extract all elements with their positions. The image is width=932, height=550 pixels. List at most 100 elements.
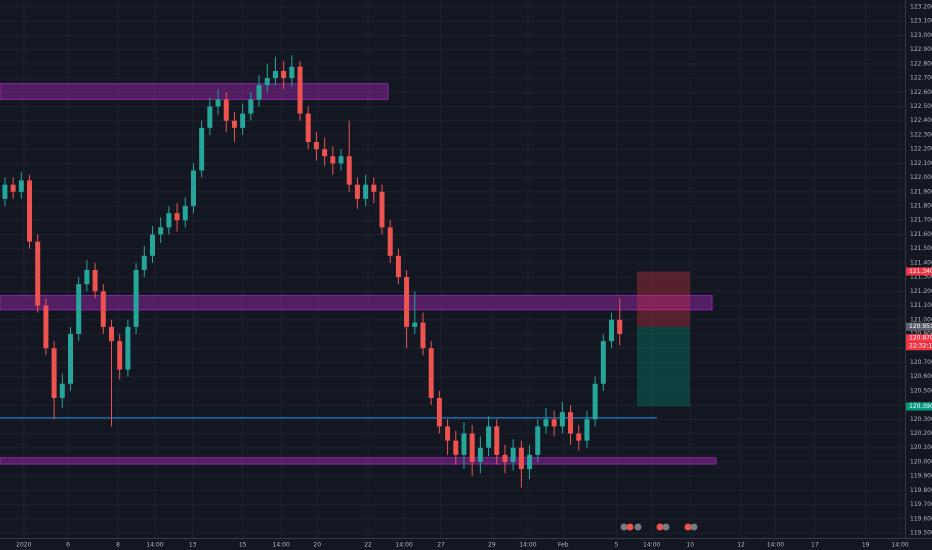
- y-tick-label: 121.200: [910, 288, 932, 295]
- candle-body: [535, 426, 541, 455]
- y-tick-label: 120.500: [910, 387, 932, 394]
- y-tick-label: 123.100: [910, 18, 932, 25]
- candle-body: [117, 341, 123, 370]
- price-label-box: [906, 334, 932, 343]
- y-tick-label: 122.500: [910, 103, 932, 110]
- y-tick-label: 122.900: [910, 46, 932, 53]
- candle-body: [346, 156, 352, 185]
- candle-body: [223, 99, 229, 121]
- candle-body: [272, 70, 278, 79]
- price-label-box: [906, 322, 932, 331]
- event-icon[interactable]: [620, 523, 628, 531]
- candle-body: [510, 447, 516, 462]
- candle-body: [453, 440, 459, 455]
- candle-body: [559, 412, 565, 427]
- x-tick-label: 2020: [16, 542, 31, 549]
- x-tick-label: 29: [488, 542, 496, 549]
- countdown: 22:32:14: [909, 343, 932, 350]
- overlays: [0, 83, 717, 465]
- candle-body: [67, 333, 73, 384]
- y-tick-label: 121.000: [910, 316, 932, 323]
- candle-body: [27, 180, 33, 242]
- candle-body: [2, 184, 8, 199]
- event-icon[interactable]: [634, 523, 642, 531]
- y-tick-label: 119.900: [910, 473, 932, 480]
- y-tick-label: 123.200: [910, 3, 932, 10]
- x-tick-label: 27: [437, 542, 445, 549]
- x-tick-label: 5: [615, 542, 619, 549]
- candle-body: [313, 142, 319, 150]
- y-tick-label: 119.600: [910, 515, 932, 522]
- x-tick-label: 20: [313, 542, 321, 549]
- candle-body: [568, 412, 574, 434]
- candle-body: [43, 305, 49, 349]
- candle-body: [420, 322, 426, 349]
- candle-body: [10, 184, 16, 192]
- y-tick-label: 119.500: [910, 530, 932, 537]
- x-tick-label: 13: [189, 542, 197, 549]
- y-tick-label: 120.600: [910, 373, 932, 380]
- candle-body: [354, 184, 360, 199]
- event-icons[interactable]: [620, 523, 698, 531]
- y-tick-label: 123.000: [910, 32, 932, 39]
- candle-body: [428, 348, 434, 398]
- candle-body: [248, 99, 254, 114]
- y-tick-label: 121.800: [910, 203, 932, 210]
- y-tick-label: 119.800: [910, 487, 932, 494]
- price-label-box: [906, 267, 932, 276]
- x-tick-label: 6: [66, 542, 70, 549]
- candle-body: [158, 227, 164, 235]
- candle-body: [322, 149, 328, 157]
- zone: [0, 457, 717, 465]
- candle-body: [59, 383, 65, 398]
- candle-body: [527, 454, 533, 470]
- zone: [0, 295, 713, 311]
- event-icon[interactable]: [690, 523, 698, 531]
- candle-body: [551, 419, 557, 427]
- candle-body: [264, 78, 270, 86]
- candle-body: [149, 234, 155, 256]
- x-tick-label: 12: [737, 542, 745, 549]
- candle-body: [436, 397, 442, 427]
- candle-body: [215, 99, 221, 107]
- candle-body: [387, 227, 393, 256]
- y-tick-label: 122.300: [910, 131, 932, 138]
- candle-body: [289, 66, 295, 79]
- candle-body: [174, 213, 180, 221]
- price-label: 120.870: [909, 335, 932, 342]
- candle-body: [494, 426, 500, 455]
- price-label: 120.951: [909, 323, 932, 330]
- target-zone: [637, 326, 690, 407]
- event-icon[interactable]: [684, 523, 692, 531]
- y-tick-label: 122.200: [910, 146, 932, 153]
- x-tick-label: 22: [364, 542, 372, 549]
- candle-body: [609, 319, 615, 342]
- candle-body: [240, 113, 246, 128]
- event-icon[interactable]: [656, 523, 664, 531]
- price-label-box: [906, 402, 932, 411]
- y-tick-label: 120.000: [910, 458, 932, 465]
- x-tick-label: 14:00: [643, 542, 660, 549]
- y-tick-label: 122.800: [910, 60, 932, 67]
- event-icon[interactable]: [662, 523, 670, 531]
- candle-body: [84, 269, 90, 285]
- x-tick-label: 14:00: [891, 542, 908, 549]
- event-icon[interactable]: [626, 523, 634, 531]
- candle-body: [486, 426, 492, 448]
- y-tick-label: 119.700: [910, 501, 932, 508]
- y-tick-label: 122.700: [910, 75, 932, 82]
- candle-body: [461, 433, 467, 455]
- candle-body: [404, 277, 410, 327]
- y-tick-label: 121.100: [910, 302, 932, 309]
- candle-body: [190, 170, 196, 207]
- candle-body: [108, 326, 114, 342]
- candle-body: [502, 454, 508, 462]
- x-tick-label: 14:00: [519, 542, 536, 549]
- candle-body: [600, 341, 606, 384]
- candle-body: [256, 85, 262, 100]
- y-tick-label: 121.600: [910, 231, 932, 238]
- x-tick-label: 14:00: [767, 542, 784, 549]
- candle-body: [543, 419, 549, 427]
- x-tick-label: 14:00: [395, 542, 412, 549]
- candle-body: [231, 120, 237, 128]
